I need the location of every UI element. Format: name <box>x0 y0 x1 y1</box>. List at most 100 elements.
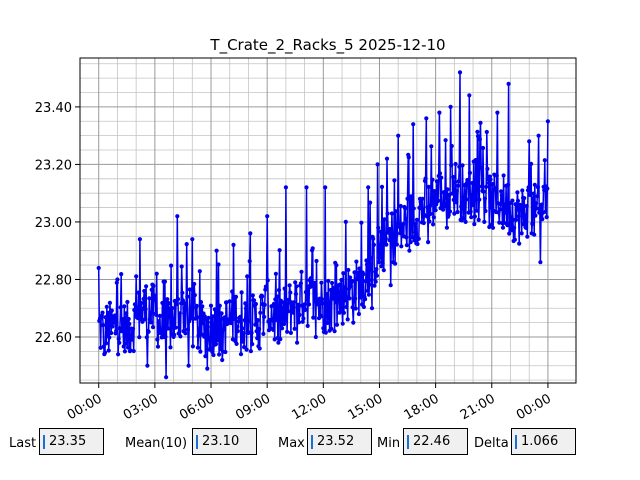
data-point <box>130 326 136 331</box>
data-point <box>407 248 412 253</box>
data-point <box>361 272 366 277</box>
data-point <box>341 310 346 315</box>
min-value-field[interactable]: 22.46 <box>403 428 468 455</box>
y-tick-label: 23.40 <box>35 101 72 116</box>
data-point <box>330 296 335 301</box>
data-point <box>238 314 243 319</box>
data-point <box>311 315 316 320</box>
data-point <box>301 316 306 321</box>
data-point <box>522 196 527 201</box>
data-point <box>237 318 242 323</box>
data-point <box>273 271 278 276</box>
data-point <box>122 304 127 309</box>
x-tick-label: 00:00 <box>514 391 554 420</box>
data-point <box>452 180 458 185</box>
data-point <box>125 299 130 305</box>
data-point <box>418 199 423 204</box>
y-tick-label: 23.20 <box>35 158 72 173</box>
data-point <box>437 110 442 115</box>
data-point <box>192 293 197 298</box>
data-point <box>430 177 435 182</box>
data-point <box>166 301 171 306</box>
data-point <box>318 314 323 319</box>
data-point <box>489 205 494 210</box>
data-point <box>342 285 347 290</box>
data-point <box>429 201 434 206</box>
data-point <box>456 183 461 188</box>
data-point <box>222 315 227 320</box>
data-point <box>348 275 353 280</box>
data-point <box>524 203 529 209</box>
data-point <box>503 210 508 215</box>
data-point <box>404 235 409 240</box>
data-point <box>261 331 266 336</box>
mean-label: Mean(10) <box>125 436 188 451</box>
data-point <box>414 217 419 222</box>
data-point <box>271 327 276 332</box>
data-point <box>215 338 220 343</box>
data-point <box>329 326 334 331</box>
data-point <box>340 321 345 326</box>
delta-value-field[interactable]: 1.066 <box>511 428 576 455</box>
last-value-field[interactable]: 23.35 <box>39 428 104 455</box>
data-point <box>464 197 469 202</box>
data-point <box>195 345 200 350</box>
data-point <box>378 229 383 234</box>
data-point <box>189 305 194 310</box>
data-point <box>451 174 456 180</box>
data-point <box>123 319 128 324</box>
data-point <box>426 240 431 245</box>
data-point <box>124 341 129 346</box>
data-point <box>184 306 189 312</box>
data-point <box>235 329 240 334</box>
data-point <box>364 262 370 267</box>
data-point <box>264 286 269 291</box>
data-point <box>540 217 545 222</box>
data-point <box>529 161 534 166</box>
data-point <box>227 299 232 304</box>
data-point <box>283 185 288 190</box>
data-point <box>198 300 204 305</box>
data-point <box>537 210 542 215</box>
mean-value-field[interactable]: 23.10 <box>192 428 257 455</box>
data-point <box>238 352 244 357</box>
data-point <box>467 170 472 175</box>
data-point <box>412 238 417 243</box>
data-point <box>426 184 431 189</box>
data-point <box>489 222 494 227</box>
data-point <box>291 310 296 315</box>
data-point <box>128 348 133 353</box>
data-point <box>439 175 444 180</box>
data-point <box>127 321 132 327</box>
max-value-field[interactable]: 23.52 <box>307 428 372 455</box>
data-point <box>358 295 363 300</box>
data-point <box>452 211 457 216</box>
data-point <box>148 310 153 316</box>
data-point <box>200 304 205 309</box>
data-point <box>429 144 434 149</box>
data-point <box>532 232 537 237</box>
data-point <box>475 134 481 139</box>
data-point <box>304 185 309 190</box>
data-point <box>501 173 506 178</box>
data-point <box>531 191 536 196</box>
max-label: Max <box>278 436 305 451</box>
data-point <box>177 325 182 330</box>
data-point <box>155 344 161 349</box>
data-point <box>231 242 236 247</box>
data-point <box>517 241 522 246</box>
data-point <box>255 318 260 323</box>
data-point <box>411 206 416 211</box>
data-point <box>196 333 201 338</box>
data-point <box>320 301 325 306</box>
data-point <box>486 180 491 186</box>
data-point <box>222 327 227 332</box>
data-point <box>135 305 140 310</box>
data-point <box>454 200 459 205</box>
data-point <box>403 206 408 211</box>
data-point <box>420 196 425 201</box>
data-point <box>265 278 270 283</box>
data-point <box>178 334 183 339</box>
data-point <box>174 302 179 307</box>
data-point <box>353 306 358 311</box>
